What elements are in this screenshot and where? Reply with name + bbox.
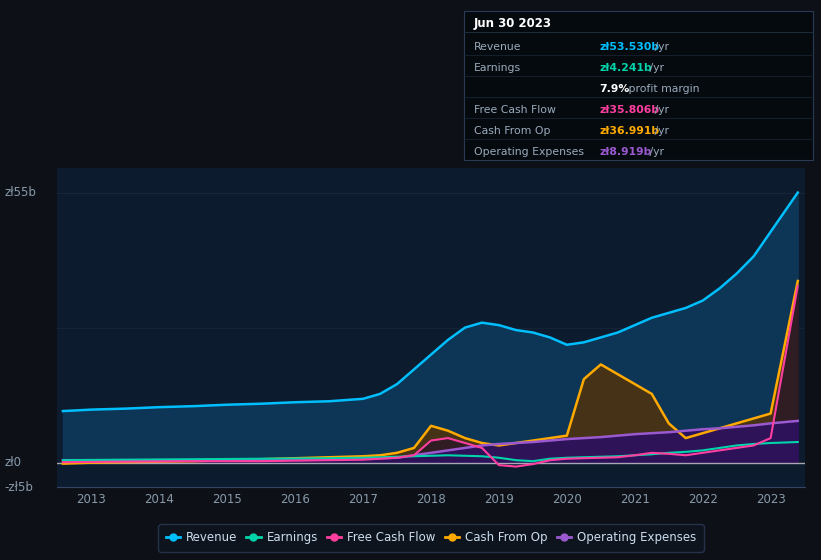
Text: /yr: /yr [646, 147, 664, 157]
Text: Jun 30 2023: Jun 30 2023 [474, 17, 552, 30]
Text: zł35.806b: zł35.806b [599, 105, 659, 115]
Text: zł8.919b: zł8.919b [599, 147, 652, 157]
Text: /yr: /yr [652, 105, 669, 115]
Text: profit margin: profit margin [625, 85, 699, 95]
Text: -zł5b: -zł5b [4, 480, 33, 494]
Text: Revenue: Revenue [474, 43, 521, 53]
Text: /yr: /yr [652, 127, 669, 137]
Text: /yr: /yr [652, 43, 669, 53]
Text: Earnings: Earnings [474, 63, 521, 73]
Text: Operating Expenses: Operating Expenses [474, 147, 584, 157]
Text: Free Cash Flow: Free Cash Flow [474, 105, 556, 115]
Text: zł4.241b: zł4.241b [599, 63, 652, 73]
Text: zł53.530b: zł53.530b [599, 43, 659, 53]
Text: /yr: /yr [646, 63, 664, 73]
Text: zł36.991b: zł36.991b [599, 127, 659, 137]
Text: zł55b: zł55b [4, 186, 36, 199]
Text: Cash From Op: Cash From Op [474, 127, 550, 137]
Legend: Revenue, Earnings, Free Cash Flow, Cash From Op, Operating Expenses: Revenue, Earnings, Free Cash Flow, Cash … [158, 524, 704, 552]
Text: 7.9%: 7.9% [599, 85, 630, 95]
Text: zł0: zł0 [4, 456, 21, 469]
